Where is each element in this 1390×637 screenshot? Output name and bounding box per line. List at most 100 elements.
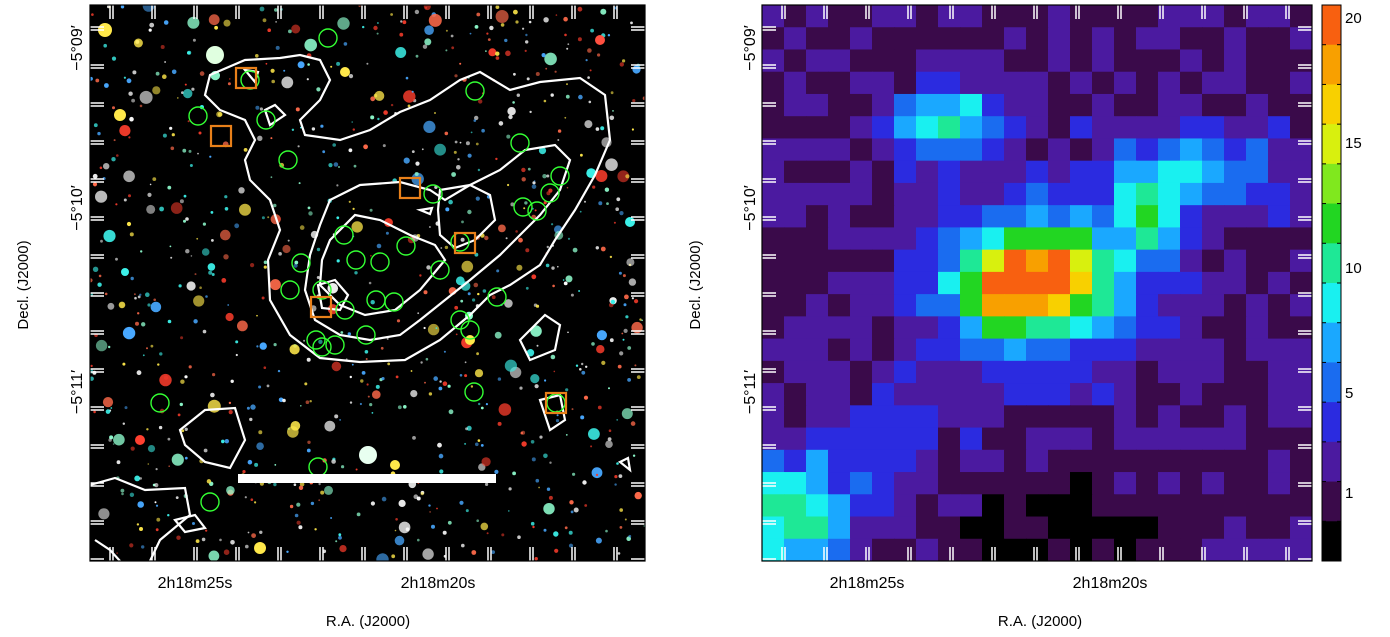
map-cell bbox=[784, 249, 807, 273]
star bbox=[405, 527, 410, 531]
star bbox=[627, 378, 631, 382]
map-cell bbox=[828, 227, 851, 251]
map-cell bbox=[916, 71, 939, 95]
map-cell bbox=[1290, 383, 1312, 406]
map-cell bbox=[1202, 472, 1225, 495]
map-cell bbox=[1268, 427, 1291, 451]
map-cell bbox=[850, 116, 873, 140]
map-cell bbox=[960, 5, 983, 28]
map-cell bbox=[1070, 516, 1093, 540]
map-cell bbox=[872, 449, 895, 473]
star bbox=[623, 303, 627, 307]
star bbox=[309, 400, 312, 403]
map-cell bbox=[1048, 71, 1071, 95]
star bbox=[97, 131, 101, 136]
star bbox=[575, 364, 579, 367]
star bbox=[333, 162, 339, 167]
colorbar-segment bbox=[1322, 362, 1341, 403]
member-circle bbox=[150, 393, 170, 413]
star bbox=[464, 374, 468, 378]
star bbox=[308, 211, 313, 216]
star bbox=[139, 527, 143, 531]
map-cell bbox=[960, 449, 983, 473]
star bbox=[531, 274, 537, 280]
star bbox=[480, 522, 489, 531]
star bbox=[304, 38, 318, 52]
map-cell bbox=[1180, 93, 1203, 117]
map-cell bbox=[1114, 205, 1137, 228]
star bbox=[303, 339, 306, 342]
map-cell bbox=[1048, 294, 1071, 317]
map-cell bbox=[762, 160, 785, 184]
map-cell bbox=[806, 538, 829, 561]
star bbox=[208, 550, 220, 561]
map-cell bbox=[1004, 249, 1027, 273]
map-cell bbox=[784, 138, 807, 162]
map-cell bbox=[1224, 449, 1247, 473]
star bbox=[162, 133, 167, 138]
member-circle bbox=[487, 287, 507, 307]
map-cell bbox=[872, 316, 895, 340]
star bbox=[324, 485, 333, 495]
map-cell bbox=[1158, 449, 1181, 473]
map-cell bbox=[982, 271, 1005, 295]
map-cell bbox=[1092, 538, 1115, 561]
star bbox=[521, 167, 526, 173]
map-cell bbox=[806, 383, 829, 406]
map-cell bbox=[1026, 116, 1049, 140]
star bbox=[524, 49, 527, 53]
map-cell bbox=[1158, 27, 1181, 51]
star bbox=[572, 247, 578, 253]
map-cell bbox=[982, 5, 1005, 28]
star bbox=[179, 199, 184, 204]
star bbox=[597, 405, 602, 410]
map-cell bbox=[1114, 5, 1137, 28]
star bbox=[139, 104, 143, 108]
map-cell bbox=[850, 93, 873, 117]
star bbox=[536, 344, 539, 347]
star bbox=[169, 245, 172, 248]
star bbox=[150, 301, 162, 313]
star bbox=[564, 526, 568, 530]
star bbox=[234, 223, 240, 229]
star bbox=[470, 385, 474, 388]
map-cell bbox=[1246, 93, 1269, 117]
map-cell bbox=[1246, 383, 1269, 406]
map-cell bbox=[1048, 49, 1071, 73]
star bbox=[190, 255, 193, 257]
map-cell bbox=[894, 427, 917, 451]
map-cell bbox=[806, 405, 829, 429]
star bbox=[518, 237, 523, 243]
star bbox=[595, 170, 608, 182]
map-cell bbox=[872, 182, 895, 206]
star bbox=[335, 540, 338, 543]
star bbox=[372, 390, 381, 399]
star bbox=[578, 290, 581, 292]
star bbox=[535, 72, 540, 76]
map-cell bbox=[1048, 227, 1071, 251]
map-cell bbox=[1180, 538, 1203, 561]
map-cell bbox=[1136, 227, 1159, 251]
map-cell bbox=[938, 472, 961, 495]
star bbox=[491, 550, 495, 554]
star bbox=[590, 28, 594, 33]
star bbox=[459, 500, 464, 505]
star bbox=[534, 557, 538, 561]
map-cell bbox=[1004, 516, 1027, 540]
star bbox=[155, 528, 159, 532]
star bbox=[376, 22, 379, 24]
map-cell bbox=[784, 27, 807, 51]
map-cell bbox=[1268, 5, 1291, 28]
map-cell bbox=[1202, 271, 1225, 295]
map-cell bbox=[850, 427, 873, 451]
star bbox=[235, 353, 238, 357]
star bbox=[398, 521, 411, 534]
star bbox=[465, 141, 470, 146]
map-cell bbox=[1180, 5, 1203, 28]
star bbox=[474, 369, 484, 378]
star bbox=[373, 25, 378, 31]
star bbox=[98, 508, 110, 520]
star bbox=[447, 384, 451, 388]
star bbox=[387, 362, 391, 366]
